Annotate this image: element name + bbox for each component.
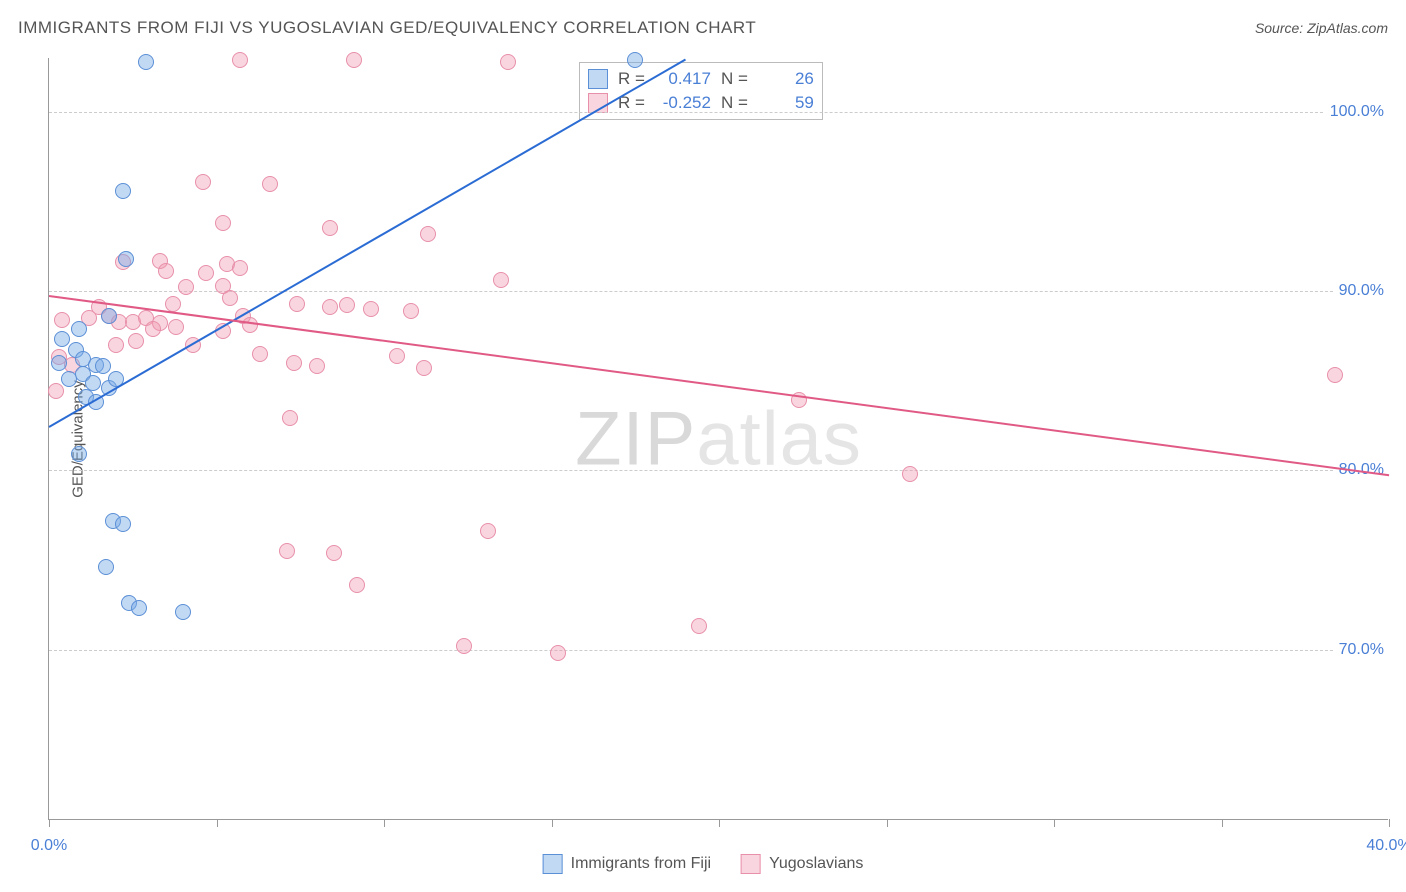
scatter-point-yugo — [198, 265, 214, 281]
x-tick — [49, 819, 50, 827]
scatter-point-yugo — [346, 52, 362, 68]
scatter-point-yugo — [195, 174, 211, 190]
trendline-fiji — [48, 58, 685, 427]
x-tick — [552, 819, 553, 827]
scatter-point-fiji — [61, 371, 77, 387]
scatter-point-fiji — [138, 54, 154, 70]
legend-item-fiji: Immigrants from Fiji — [543, 854, 711, 874]
swatch-yugo-icon — [741, 854, 761, 874]
scatter-point-yugo — [416, 360, 432, 376]
scatter-point-yugo — [128, 333, 144, 349]
scatter-point-yugo — [339, 297, 355, 313]
scatter-point-fiji — [175, 604, 191, 620]
scatter-point-yugo — [178, 279, 194, 295]
x-tick-label: 0.0% — [31, 837, 67, 855]
scatter-point-yugo — [262, 176, 278, 192]
scatter-point-yugo — [145, 321, 161, 337]
watermark: ZIPatlas — [575, 395, 862, 482]
scatter-point-fiji — [115, 516, 131, 532]
scatter-point-fiji — [71, 446, 87, 462]
x-tick — [1222, 819, 1223, 827]
scatter-point-yugo — [242, 317, 258, 333]
scatter-point-fiji — [98, 559, 114, 575]
scatter-point-yugo — [48, 383, 64, 399]
scatter-point-fiji — [118, 251, 134, 267]
scatter-point-yugo — [252, 346, 268, 362]
gridline — [49, 291, 1388, 292]
x-tick — [384, 819, 385, 827]
scatter-point-yugo — [322, 220, 338, 236]
chart-plot-area: GED/Equivalency ZIPatlas R = 0.417 N = 2… — [48, 58, 1388, 820]
bottom-legend: Immigrants from Fiji Yugoslavians — [543, 854, 864, 874]
chart-title: IMMIGRANTS FROM FIJI VS YUGOSLAVIAN GED/… — [18, 18, 756, 38]
scatter-point-yugo — [279, 543, 295, 559]
scatter-point-yugo — [158, 263, 174, 279]
scatter-point-yugo — [326, 545, 342, 561]
scatter-point-yugo — [282, 410, 298, 426]
scatter-point-fiji — [95, 358, 111, 374]
x-tick-label: 40.0% — [1366, 837, 1406, 855]
scatter-point-yugo — [420, 226, 436, 242]
scatter-point-fiji — [115, 183, 131, 199]
scatter-point-yugo — [286, 355, 302, 371]
scatter-point-yugo — [215, 278, 231, 294]
scatter-point-yugo — [902, 466, 918, 482]
y-tick-label: 90.0% — [1333, 280, 1390, 302]
scatter-point-yugo — [363, 301, 379, 317]
scatter-point-yugo — [456, 638, 472, 654]
scatter-point-yugo — [349, 577, 365, 593]
scatter-point-yugo — [168, 319, 184, 335]
scatter-point-fiji — [131, 600, 147, 616]
scatter-point-yugo — [54, 312, 70, 328]
scatter-point-yugo — [550, 645, 566, 661]
scatter-point-fiji — [71, 321, 87, 337]
scatter-point-yugo — [403, 303, 419, 319]
scatter-point-yugo — [309, 358, 325, 374]
scatter-point-yugo — [691, 618, 707, 634]
legend-item-yugo: Yugoslavians — [741, 854, 863, 874]
y-tick-label: 70.0% — [1333, 639, 1390, 661]
source-label: Source: ZipAtlas.com — [1255, 20, 1388, 36]
scatter-point-yugo — [500, 54, 516, 70]
scatter-point-fiji — [51, 355, 67, 371]
y-tick-label: 100.0% — [1324, 101, 1390, 123]
x-tick — [217, 819, 218, 827]
scatter-point-yugo — [389, 348, 405, 364]
x-tick — [887, 819, 888, 827]
gridline — [49, 112, 1388, 113]
scatter-point-yugo — [493, 272, 509, 288]
scatter-point-yugo — [165, 296, 181, 312]
gridline — [49, 650, 1388, 651]
scatter-point-yugo — [232, 52, 248, 68]
x-tick — [719, 819, 720, 827]
x-tick — [1389, 819, 1390, 827]
scatter-point-yugo — [1327, 367, 1343, 383]
scatter-point-yugo — [480, 523, 496, 539]
swatch-fiji — [588, 69, 608, 89]
scatter-point-yugo — [322, 299, 338, 315]
scatter-point-yugo — [289, 296, 305, 312]
x-tick — [1054, 819, 1055, 827]
scatter-point-yugo — [215, 215, 231, 231]
scatter-point-fiji — [627, 52, 643, 68]
trendline-yugo — [49, 295, 1389, 476]
scatter-point-yugo — [232, 260, 248, 276]
scatter-point-fiji — [101, 308, 117, 324]
swatch-fiji-icon — [543, 854, 563, 874]
gridline — [49, 470, 1388, 471]
legend-row-fiji: R = 0.417 N = 26 — [588, 67, 814, 91]
scatter-point-yugo — [108, 337, 124, 353]
